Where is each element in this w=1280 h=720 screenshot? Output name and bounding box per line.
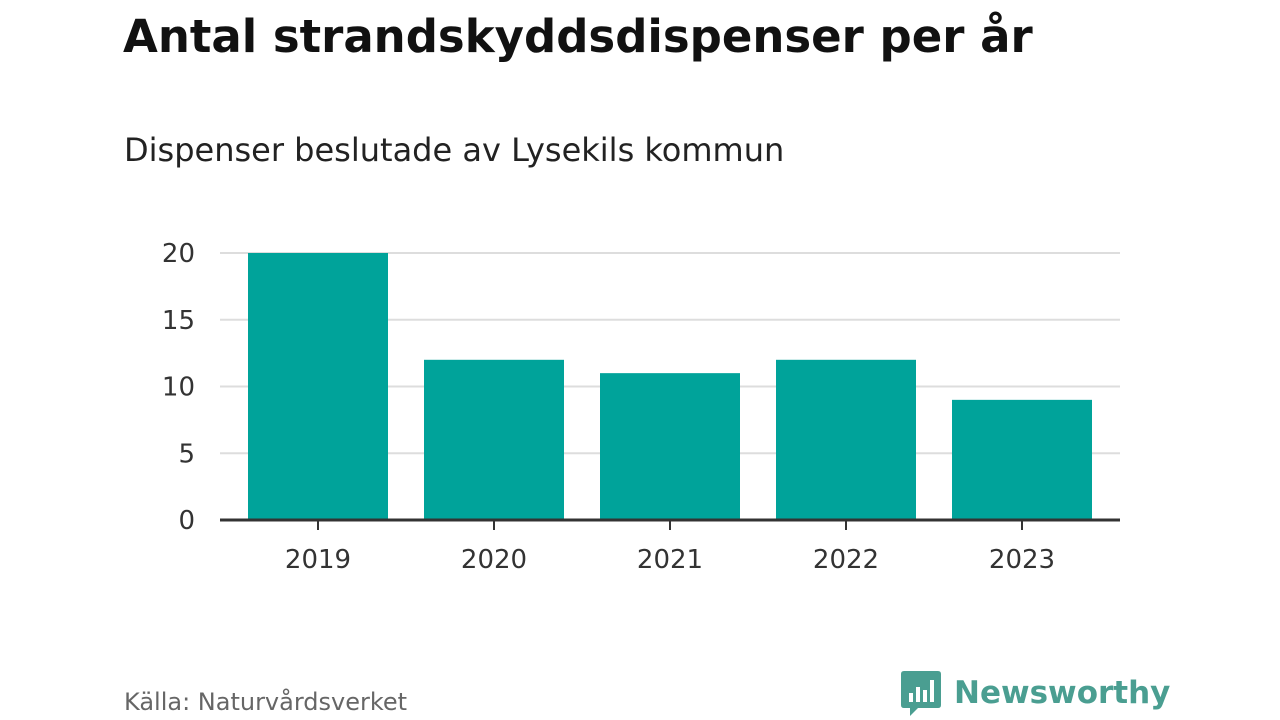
chart-title: Antal strandskyddsdispenser per år: [123, 10, 1033, 63]
bar-2021: [600, 373, 740, 520]
y-tick-label: 15: [162, 306, 195, 336]
newsworthy-logo-icon: [901, 671, 941, 716]
brand-logo: Newsworthy: [900, 668, 1170, 718]
x-tick-label: 2020: [461, 545, 527, 575]
chart-subtitle: Dispenser beslutade av Lysekils kommun: [124, 131, 785, 169]
bar-2022: [776, 359, 916, 520]
y-tick-label: 0: [178, 506, 195, 536]
bar-2019: [248, 253, 388, 520]
bar-2023: [952, 399, 1092, 520]
y-tick-label: 5: [178, 439, 195, 469]
y-tick-label: 10: [162, 373, 195, 403]
x-tick-label: 2023: [989, 545, 1055, 575]
bar-2020: [424, 359, 564, 520]
bars: [248, 253, 1092, 520]
source-note: Källa: Naturvårdsverket: [124, 688, 408, 716]
x-tick-label: 2021: [637, 545, 703, 575]
axes: 0 5 10 15 20 2019 2020 2021 2022 2023: [162, 239, 1120, 575]
x-tick-label: 2019: [285, 545, 351, 575]
y-tick-label: 20: [162, 239, 195, 269]
x-tick-label: 2022: [813, 545, 879, 575]
brand-name: Newsworthy: [954, 675, 1171, 711]
